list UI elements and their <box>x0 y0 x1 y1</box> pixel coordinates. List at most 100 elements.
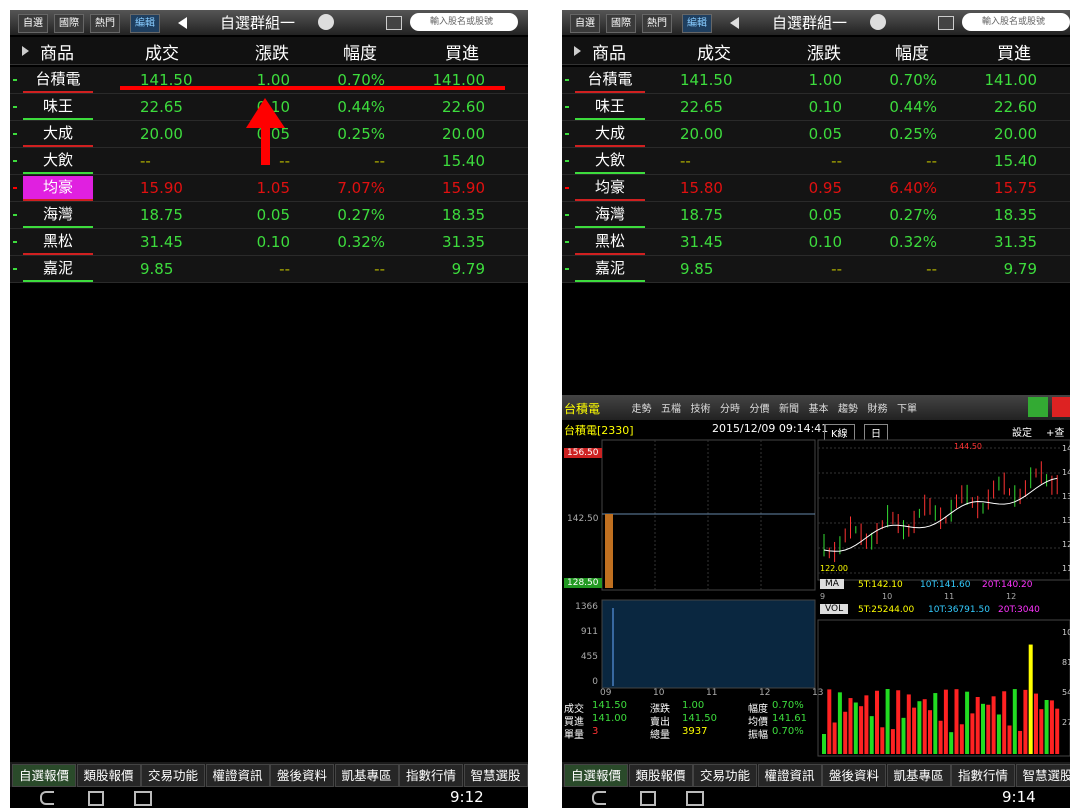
search-box[interactable]: 輸入股名或股號 <box>962 13 1070 31</box>
cell: 141.50 <box>140 71 193 89</box>
bottom-tab[interactable]: 權證資訊 <box>205 764 270 787</box>
k-x-label: 9 <box>820 592 826 601</box>
cell: 31.45 <box>680 233 723 251</box>
dropdown[interactable] <box>870 14 886 30</box>
detail-tab[interactable]: 下單 <box>897 404 917 415</box>
toolbar-tab[interactable]: 國際 <box>606 14 636 33</box>
symbol: 台積電[2330] <box>564 424 634 437</box>
column-header: 買進 <box>997 44 1031 64</box>
ma-line <box>823 477 1058 552</box>
back-button[interactable] <box>592 791 606 805</box>
bottom-tab[interactable]: 智慧選股 <box>1015 764 1070 787</box>
info-cell: 3 <box>592 726 599 737</box>
info-cell: 賣出 <box>650 717 670 728</box>
vol-bar <box>1055 708 1060 754</box>
back-button[interactable] <box>40 791 54 805</box>
toolbar-tab[interactable]: 編輯 <box>130 14 160 33</box>
cell: 15.40 <box>442 152 485 170</box>
stock-name[interactable]: 味王 <box>23 95 93 120</box>
bottom-tab[interactable]: 凱基專區 <box>334 764 399 787</box>
stock-name[interactable]: 大成 <box>575 122 645 147</box>
toolbar-tab[interactable]: 熱門 <box>642 14 672 33</box>
vol-bar <box>859 706 864 754</box>
detail-tab[interactable]: 財務 <box>867 404 888 415</box>
stock-name[interactable]: 味王 <box>575 95 645 120</box>
bottom-tab[interactable]: 權證資訊 <box>757 764 822 787</box>
toolbar-tab[interactable]: 熱門 <box>90 14 120 33</box>
bottom-tab[interactable]: 盤後資料 <box>270 764 334 787</box>
row <box>562 229 1070 256</box>
detail-tab[interactable]: 分價 <box>749 404 770 415</box>
bottom-tab[interactable]: 自選報價 <box>564 764 628 787</box>
grid-icon[interactable] <box>386 16 402 30</box>
bottom-tab[interactable]: 凱基專區 <box>886 764 951 787</box>
detail-tab[interactable]: 五檔 <box>661 404 681 415</box>
bottom-tab[interactable]: 指數行情 <box>399 764 463 787</box>
info-cell: 振幅 <box>748 730 768 741</box>
detail-tab[interactable]: 趨勢 <box>838 404 858 415</box>
stock-name[interactable]: 嘉泥 <box>23 257 93 282</box>
dropdown[interactable] <box>318 14 334 30</box>
stock-name[interactable]: 嘉泥 <box>575 257 645 282</box>
close-button[interactable] <box>1052 397 1070 417</box>
detail-tab[interactable]: 分時 <box>720 404 740 415</box>
vol-bar <box>1039 709 1044 754</box>
toolbar-tab[interactable]: 自選 <box>570 14 600 33</box>
bottom-tab[interactable]: 交易功能 <box>141 764 205 787</box>
bottom-tab[interactable]: 智慧選股 <box>463 764 528 787</box>
toolbar-tab[interactable]: 國際 <box>54 14 84 33</box>
group-name[interactable]: 自選群組一 <box>220 14 296 32</box>
grid-icon[interactable] <box>938 16 954 30</box>
info-cell: 漲跌 <box>650 704 670 715</box>
stock-name[interactable]: 海灣 <box>23 203 93 228</box>
group-name[interactable]: 自選群組一 <box>772 14 848 32</box>
stock-name[interactable]: 黑松 <box>575 230 645 255</box>
settings[interactable]: 設定 <box>1012 428 1032 439</box>
detail-tab[interactable]: 新聞 <box>779 404 799 415</box>
toolbar-tab[interactable]: 編輯 <box>682 14 712 33</box>
column-header: 成交 <box>697 44 731 64</box>
detail-tab[interactable]: 走勢 <box>631 404 652 415</box>
search-box[interactable]: 輸入股名或股號 <box>410 13 518 31</box>
vol-bar <box>912 707 917 754</box>
stock-name[interactable]: 海灣 <box>575 203 645 228</box>
row-dot <box>13 79 17 81</box>
vol-bar <box>869 716 874 754</box>
bottom-tab[interactable]: 類股報價 <box>76 764 141 787</box>
toolbar-tab[interactable]: 自選 <box>18 14 48 33</box>
info-cell: 3937 <box>682 726 708 737</box>
bottom-tab[interactable]: 類股報價 <box>628 764 693 787</box>
cell: 0.44% <box>889 98 937 116</box>
k-label: 141.5 <box>1062 468 1070 477</box>
stock-name[interactable]: 台積電 <box>575 68 645 93</box>
vol-bar <box>981 703 985 754</box>
cell: 22.60 <box>994 98 1037 116</box>
stock-name[interactable]: 大飲 <box>23 149 93 174</box>
bottom-tab[interactable]: 自選報價 <box>12 764 76 787</box>
stock-name[interactable]: 大成 <box>23 122 93 147</box>
detail-tab[interactable]: 基本 <box>808 404 829 415</box>
stock-name[interactable]: 大飲 <box>575 149 645 174</box>
home-button[interactable] <box>88 791 104 806</box>
recent-button[interactable] <box>134 791 152 806</box>
recent-button[interactable] <box>686 791 704 806</box>
stock-name[interactable]: 黑松 <box>23 230 93 255</box>
add-compare[interactable]: +查 <box>1046 428 1065 439</box>
stock-name[interactable]: 均豪 <box>23 176 93 201</box>
add-button[interactable] <box>1028 397 1048 417</box>
info-cell: 141.50 <box>592 700 627 711</box>
bottom-tab[interactable]: 交易功能 <box>693 764 757 787</box>
bottom-tab[interactable]: 盤後資料 <box>822 764 886 787</box>
ma-value: 20T:140.20 <box>982 580 1033 590</box>
detail-tab[interactable]: 台積電 <box>564 402 601 416</box>
cell: 0.70% <box>889 71 937 89</box>
detail-tab[interactable]: 技術 <box>690 404 711 415</box>
k-label: 146.6 <box>1062 444 1070 453</box>
cell: 15.80 <box>680 179 723 197</box>
stock-name[interactable]: 均豪 <box>575 176 645 201</box>
bottom-tab[interactable]: 指數行情 <box>951 764 1015 787</box>
time: 9:14 <box>1002 788 1036 806</box>
home-button[interactable] <box>640 791 656 806</box>
stock-name[interactable]: 台積電 <box>23 68 93 93</box>
cell: -- <box>680 152 691 170</box>
